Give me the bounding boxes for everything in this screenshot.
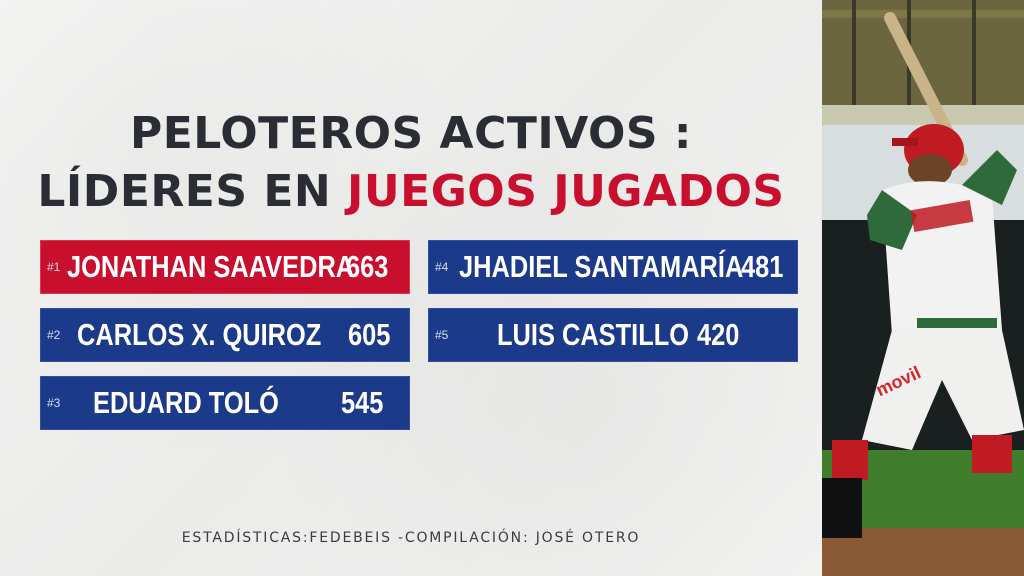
leader-games: 663 <box>346 249 389 284</box>
leader-rank: #4 <box>435 260 449 274</box>
credit-line: ESTADÍSTICAS:FEDEBEIS -COMPILACIÓN: JOSÉ… <box>181 530 641 546</box>
leader-name: LUIS CASTILLO <box>497 317 690 352</box>
leader-name: EDUARD TOLÓ <box>93 385 279 420</box>
leader-rank: #1 <box>47 260 61 274</box>
leader-rank: #2 <box>47 328 61 342</box>
leader-games: 481 <box>741 249 784 284</box>
leader-name: CARLOS X. QUIROZ <box>77 317 322 352</box>
title-line-2: LÍDERES EN JUEGOS JUGADOS <box>0 166 822 217</box>
leader-rank: #5 <box>435 328 449 342</box>
leader-rank: #3 <box>47 396 61 410</box>
title-line-2-prefix: LÍDERES EN <box>37 166 348 217</box>
leader-row-3: #3 EDUARD TOLÓ 545 <box>40 376 410 430</box>
title-line-1: PELOTEROS ACTIVOS : <box>129 108 693 159</box>
batter-photo: movil <box>822 0 1024 576</box>
leader-row-1: #1 JONATHAN SAAVEDRA 663 <box>40 240 410 294</box>
leader-name: JHADIEL SANTAMARÍA <box>459 249 744 284</box>
leader-name: JONATHAN SAAVEDRA <box>67 249 355 284</box>
leader-row-5: #5 LUIS CASTILLO 420 <box>428 308 798 362</box>
leader-row-4: #4 JHADIEL SANTAMARÍA 481 <box>428 240 798 294</box>
batter-illustration: movil <box>822 0 1024 576</box>
leader-row-2: #2 CARLOS X. QUIROZ 605 <box>40 308 410 362</box>
leader-games: 545 <box>341 385 384 420</box>
leader-games: 420 <box>697 317 740 352</box>
title-line-2-highlight: JUEGOS JUGADOS <box>347 166 785 217</box>
leader-games: 605 <box>348 317 391 352</box>
